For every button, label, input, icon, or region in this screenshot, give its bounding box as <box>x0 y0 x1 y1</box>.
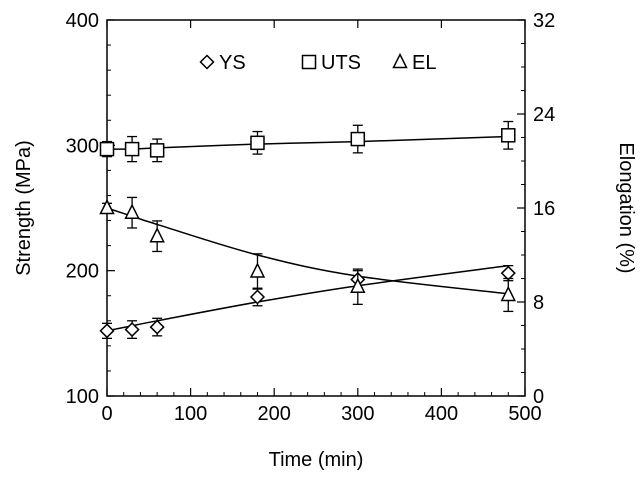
y2-tick-label: 8 <box>533 292 544 314</box>
el-marker <box>350 277 366 293</box>
legend-item-ys: YS <box>199 52 246 74</box>
el-fit-line <box>106 207 509 295</box>
uts-marker <box>501 128 516 143</box>
el-point <box>124 196 140 229</box>
legend: YS UTS EL <box>199 52 436 74</box>
plot-frame <box>106 19 526 397</box>
legend-label-el: EL <box>412 52 436 74</box>
el-point <box>249 253 266 290</box>
ys-marker <box>249 289 266 305</box>
y-tick-label: 400 <box>66 10 99 32</box>
el-point <box>149 220 165 253</box>
ys-marker <box>124 322 140 338</box>
el-marker <box>500 285 516 302</box>
uts-point <box>124 135 140 163</box>
y2-tick-label: 0 <box>533 386 544 408</box>
y2-axis-title: Elongation (%) <box>615 142 637 273</box>
ys-point <box>99 322 115 339</box>
uts-point <box>99 140 115 158</box>
el-marker <box>149 227 165 243</box>
legend-marker-ys <box>199 54 215 70</box>
y-tick-label: 300 <box>66 135 99 157</box>
el-marker <box>249 262 266 278</box>
uts-marker <box>250 135 265 151</box>
el-point <box>500 277 516 313</box>
y-tick-label: 200 <box>66 261 99 283</box>
y2-tick-label: 16 <box>533 198 555 220</box>
y2-tick-label: 24 <box>533 104 555 126</box>
y2-tick-label: 32 <box>533 10 555 32</box>
series-layer <box>99 120 516 339</box>
ys-marker <box>500 265 516 281</box>
uts-point <box>250 130 265 155</box>
legend-marker-uts <box>301 54 317 70</box>
uts-marker <box>124 141 140 157</box>
y-tick-label: 100 <box>66 386 99 408</box>
legend-item-el: EL <box>392 52 436 74</box>
x-tick-label: 300 <box>341 403 374 425</box>
ys-point <box>149 317 165 337</box>
uts-point <box>350 124 366 154</box>
uts-point <box>501 120 516 150</box>
x-axis-title: Time (min) <box>269 449 364 471</box>
uts-marker <box>350 131 366 147</box>
x-tick-label: 200 <box>258 403 291 425</box>
el-point <box>350 268 366 306</box>
legend-marker-el <box>392 52 408 69</box>
ys-point <box>124 320 140 339</box>
el-marker <box>99 198 115 215</box>
uts-marker <box>149 143 165 158</box>
y-axis-title: Strength (MPa) <box>13 140 35 276</box>
uts-marker <box>99 141 115 157</box>
ys-point <box>249 287 266 307</box>
legend-item-uts: UTS <box>301 52 361 74</box>
el-marker <box>124 203 140 219</box>
uts-point <box>149 138 165 163</box>
legend-label-uts: UTS <box>321 52 361 74</box>
fit-lines-layer <box>106 135 509 332</box>
uts-fit-line <box>106 135 509 150</box>
ys-marker <box>99 323 115 339</box>
x-tick-label: 0 <box>101 403 112 425</box>
ys-fit-line <box>106 264 509 332</box>
x-tick-label: 400 <box>425 403 458 425</box>
x-tick-label: 500 <box>508 403 541 425</box>
legend-label-ys: YS <box>219 52 246 74</box>
x-tick-label: 100 <box>174 403 207 425</box>
ys-marker <box>149 319 165 335</box>
el-point <box>99 198 115 215</box>
